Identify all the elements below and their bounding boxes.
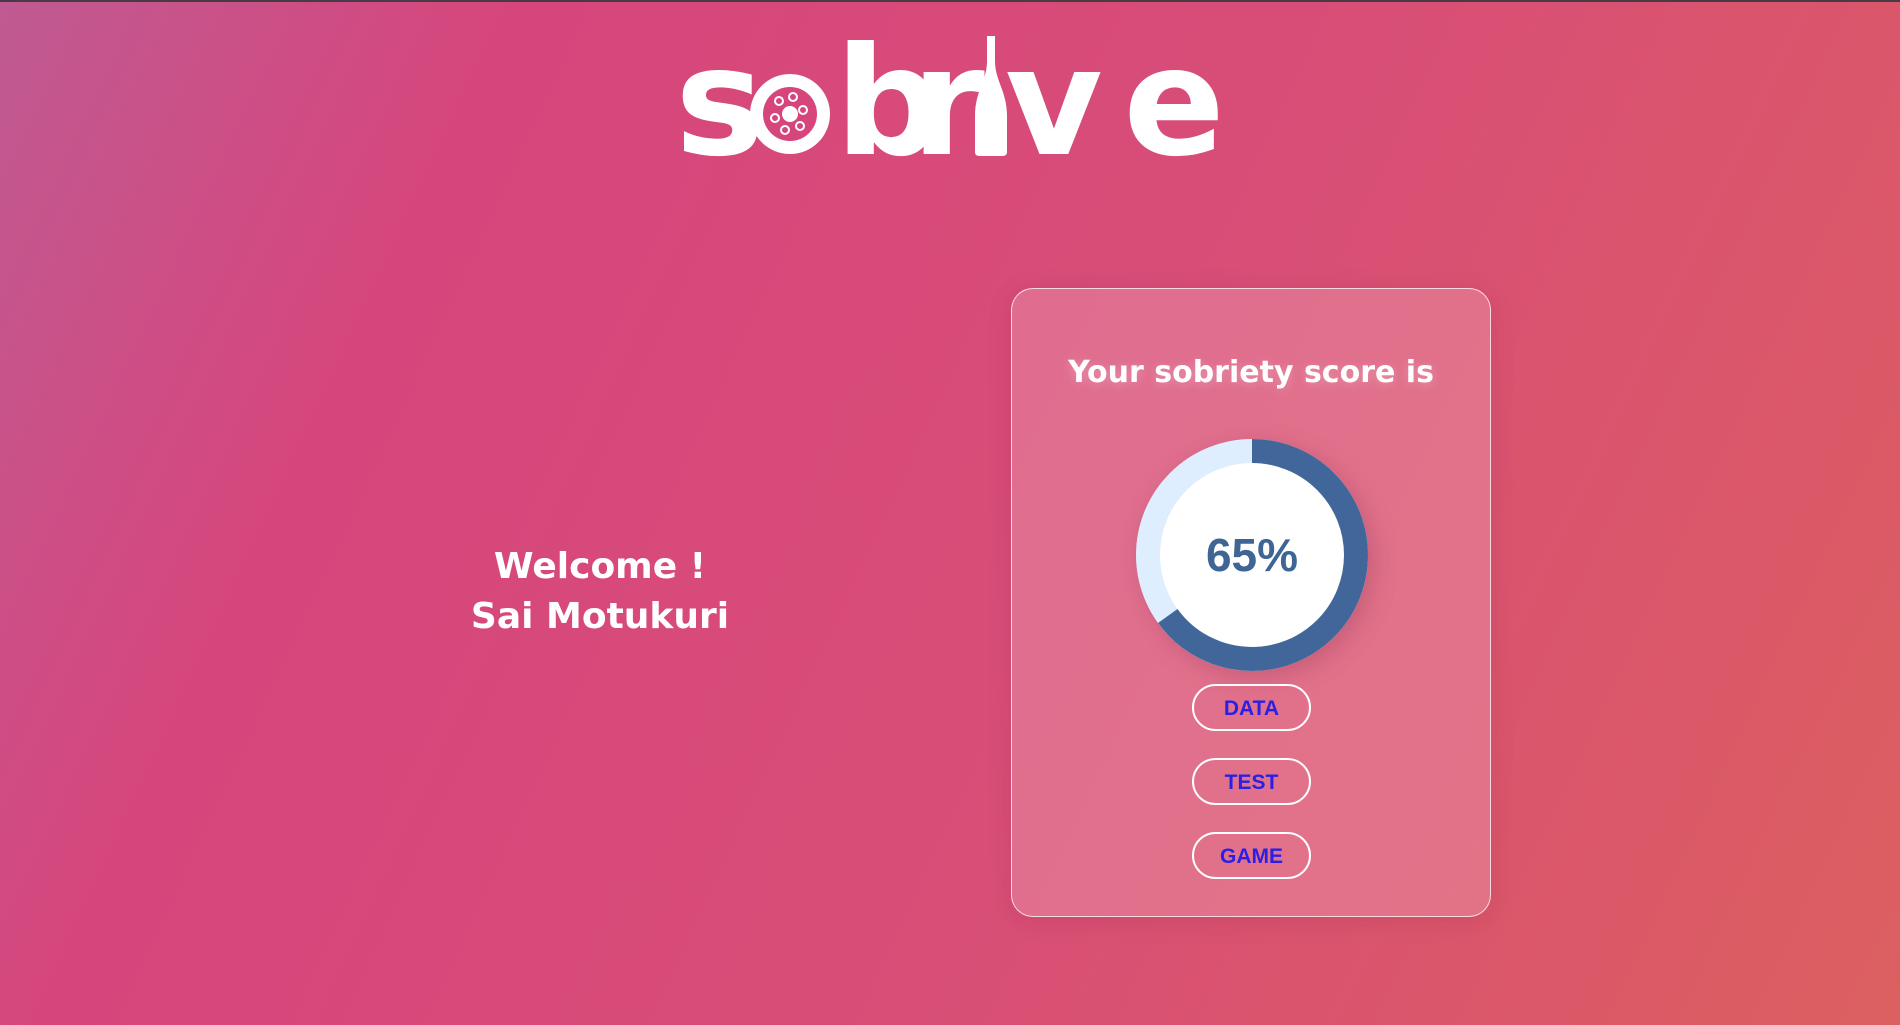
game-button[interactable]: GAME [1192,832,1311,879]
sobrive-logo: s br ve [675,26,1225,161]
welcome-message: Welcome ! Sai Motukuri [400,542,800,642]
svg-text:s: s [675,26,764,161]
sobriety-score-card: Your sobriety score is 65% DATA TEST GAM… [1011,288,1491,917]
svg-text:br: br [835,26,985,161]
user-name: Sai Motukuri [470,596,730,637]
card-title: Your sobriety score is [1068,355,1434,390]
data-button[interactable]: DATA [1192,684,1311,731]
score-value: 65% [1205,529,1299,581]
welcome-greeting: Welcome ! [493,546,707,587]
ring-progress [1136,439,1368,671]
score-progress-ring: 65% [1136,439,1368,671]
svg-text:ve: ve [1005,26,1225,161]
test-button[interactable]: TEST [1192,758,1311,805]
